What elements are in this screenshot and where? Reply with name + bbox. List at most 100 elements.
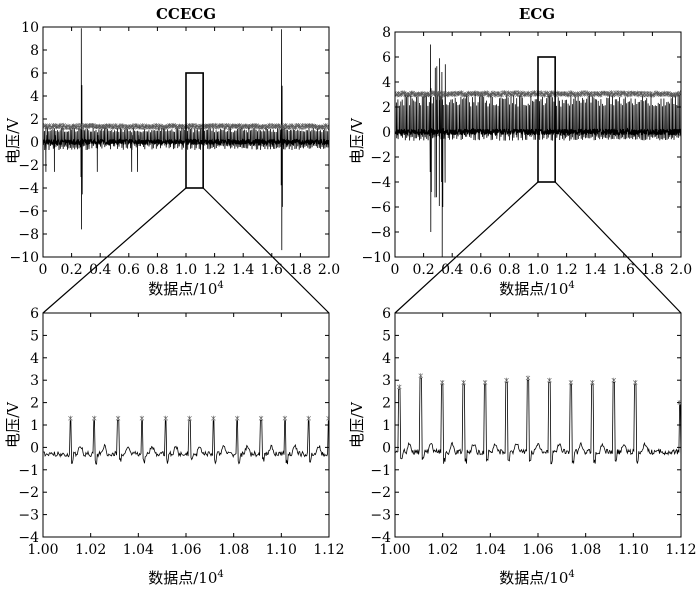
ecg-series-line: [43, 28, 329, 251]
x-tick-label: 0.4: [89, 262, 111, 278]
y-axis-title: 电压/V: [348, 401, 366, 448]
peak-marker: [633, 379, 638, 385]
peak-marker: [418, 373, 423, 379]
x-tick-label: 1.08: [218, 542, 249, 558]
y-tick-label: 4: [30, 351, 39, 367]
x-tick-label: 2.0: [318, 262, 340, 278]
y-tick-label: −1: [18, 463, 39, 479]
y-tick-label: 0: [382, 125, 391, 141]
y-tick-label: −4: [18, 530, 39, 546]
peak-marker: [211, 415, 216, 421]
y-tick-label: −10: [9, 250, 39, 266]
x-tick-label: 1.4: [584, 262, 606, 278]
x-axis-title: 数据点/104: [148, 280, 224, 298]
y-tick-label: −6: [370, 200, 391, 216]
ecg-series-line: [395, 44, 681, 257]
y-tick-label: −8: [370, 225, 391, 241]
y-tick-label: −6: [18, 204, 39, 220]
y-tick-label: 4: [30, 89, 39, 105]
y-tick-label: −2: [18, 158, 39, 174]
x-tick-label: 0: [39, 262, 48, 278]
x-tick-label: 1.00: [27, 542, 58, 558]
y-tick-label: 10: [21, 20, 39, 36]
x-tick-label: 0.8: [498, 262, 520, 278]
y-tick-label: 6: [30, 306, 39, 322]
y-tick-label: 2: [30, 112, 39, 128]
zoom-connector-right: [202, 187, 330, 314]
zoom-connector-lines: [42, 181, 682, 314]
y-tick-label: 0: [382, 440, 391, 456]
x-axis-title: 数据点/104: [499, 280, 575, 298]
x-tick-label: 1.02: [427, 542, 458, 558]
x-tick-label: 1.02: [75, 542, 106, 558]
x-tick-label: 0.8: [146, 262, 168, 278]
y-tick-label: −2: [18, 485, 39, 501]
peak-markers: [395, 90, 681, 98]
y-tick-label: 3: [30, 373, 39, 389]
ecg-series-line: [395, 377, 681, 465]
y-tick-label: −10: [361, 250, 391, 266]
x-tick-label: 1.2: [203, 262, 225, 278]
zoom-box: [185, 72, 204, 189]
zoom-box: [537, 56, 556, 183]
x-tick-label: 0.4: [441, 262, 463, 278]
y-tick-label: 1: [30, 418, 39, 434]
ecg-series-line: [43, 420, 329, 465]
x-tick-label: 1.04: [475, 542, 506, 558]
peak-marker: [258, 415, 264, 421]
x-tick-label: 1.0: [527, 262, 549, 278]
y-tick-label: −2: [370, 485, 391, 501]
y-tick-label: 3: [382, 373, 391, 389]
peak-marker: [115, 415, 121, 421]
peak-marker: [678, 90, 681, 96]
x-tick-label: 1.10: [266, 542, 297, 558]
peak-marker: [326, 415, 329, 421]
y-tick-label: 4: [382, 351, 391, 367]
y-axis-title: 电压/V: [4, 401, 22, 448]
x-axis-title: 数据点/104: [148, 569, 224, 587]
peak-marker: [306, 415, 311, 421]
peak-markers: [397, 373, 681, 406]
plot-title: CCECG: [156, 5, 216, 23]
y-tick-label: −4: [18, 181, 39, 197]
x-tick-label: 0.6: [118, 262, 140, 278]
x-tick-label: 0.2: [60, 262, 82, 278]
y-tick-label: 6: [30, 66, 39, 82]
x-tick-label: 1.12: [313, 542, 344, 558]
y-tick-label: 2: [382, 396, 391, 412]
y-tick-label: 8: [382, 25, 391, 41]
y-tick-label: −3: [18, 508, 39, 524]
y-tick-label: 2: [382, 100, 391, 116]
x-tick-label: 1.8: [641, 262, 663, 278]
y-tick-label: 5: [30, 328, 39, 344]
peak-marker: [187, 415, 192, 421]
peak-marker: [525, 375, 531, 381]
x-tick-label: 1.06: [522, 542, 553, 558]
x-tick-label: 1.00: [379, 542, 410, 558]
peak-marker: [163, 415, 168, 421]
plot-frame: [394, 312, 682, 538]
peak-marker: [482, 379, 488, 385]
peak-marker: [547, 377, 552, 383]
peak-marker: [282, 415, 288, 421]
x-tick-label: 1.8: [289, 262, 311, 278]
x-tick-label: 1.6: [261, 262, 283, 278]
y-tick-label: 8: [30, 43, 39, 59]
zoom-connector-right: [554, 181, 682, 314]
peak-marker: [92, 415, 97, 421]
x-tick-label: 1.10: [618, 542, 649, 558]
y-tick-label: −3: [370, 508, 391, 524]
x-tick-label: 1.2: [555, 262, 577, 278]
peak-marker: [235, 415, 240, 421]
y-tick-label: 5: [382, 328, 391, 344]
peak-marker: [590, 379, 595, 385]
peak-marker: [68, 415, 73, 421]
x-tick-label: 0: [391, 262, 400, 278]
y-tick-label: 6: [382, 306, 391, 322]
x-tick-label: 1.06: [170, 542, 201, 558]
panel-top-left: CCECG 数据点/104 电压/V 0 0.2 0.4 0.6 0.8 1.0 1.2 1.…: [4, 5, 340, 298]
peak-marker: [326, 124, 329, 130]
x-axis-title: 数据点/104: [499, 569, 575, 587]
peak-marker: [397, 384, 402, 390]
